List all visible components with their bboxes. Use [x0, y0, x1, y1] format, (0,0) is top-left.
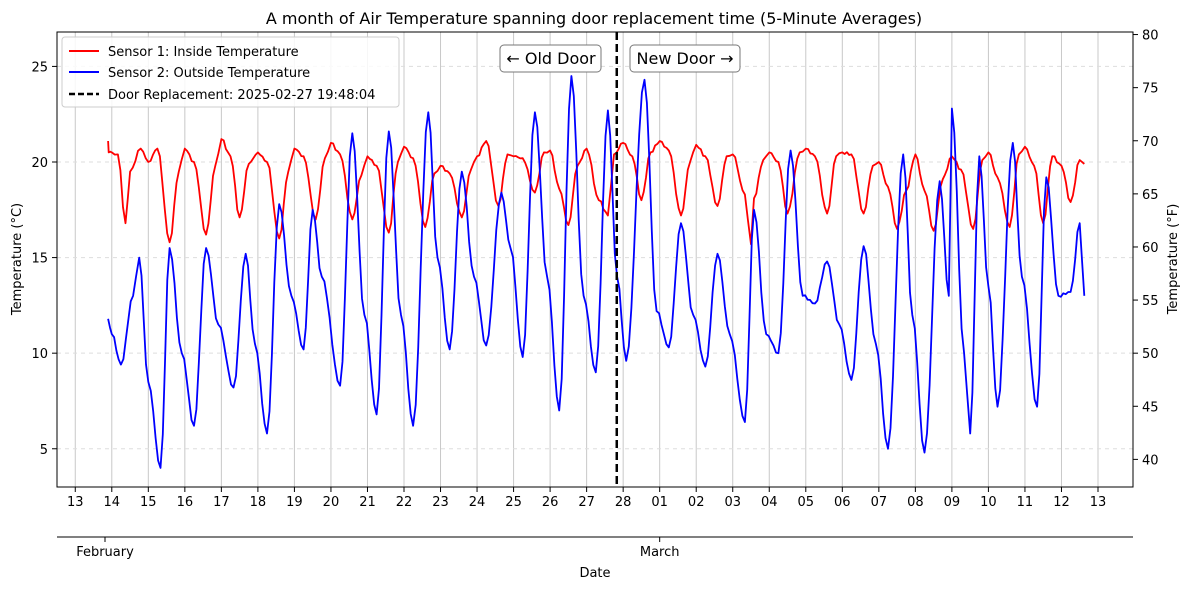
- y-tick-label-right: 50: [1142, 347, 1159, 362]
- legend-label-door: Door Replacement: 2025-02-27 19:48:04: [108, 88, 375, 103]
- x-tick-label: 02: [688, 495, 705, 510]
- x-tick-label: 28: [615, 495, 632, 510]
- x-tick-label: 20: [323, 495, 340, 510]
- x-tick-label: 17: [213, 495, 230, 510]
- x-tick-label: 14: [104, 495, 121, 510]
- x-axis: 13 14 15 16 17 18 19 20 21 22 23 24 25 26 27 28 01 02 03 04…: [67, 487, 1106, 510]
- y-tick-label-left: 25: [31, 60, 48, 75]
- annotation-new-door-text: New Door →: [637, 49, 734, 68]
- x-tick-label: 07: [871, 495, 888, 510]
- legend-label-inside: Sensor 1: Inside Temperature: [108, 45, 299, 60]
- x-tick-label: 04: [761, 495, 778, 510]
- y-tick-label-left: 20: [31, 156, 48, 171]
- x-tick-label: 25: [505, 495, 522, 510]
- y-tick-label-right: 75: [1142, 82, 1159, 97]
- x-tick-label: 26: [542, 495, 559, 510]
- x-tick-label: 10: [980, 495, 997, 510]
- annotation-old-door-box: [499, 44, 602, 73]
- y-tick-label-left: 10: [31, 347, 48, 362]
- x-tick-label: 24: [469, 495, 486, 510]
- x-tick-label: 01: [651, 495, 668, 510]
- x-tick-label: 13: [1090, 495, 1107, 510]
- x-axis-label: Date: [579, 566, 610, 581]
- x-tick-label: 21: [359, 495, 376, 510]
- x-tick-label: 12: [1053, 495, 1070, 510]
- legend: Sensor 1: Inside Temperature Sensor 2: O…: [61, 36, 400, 108]
- y-tick-label-right: 80: [1142, 29, 1159, 44]
- y-axis-left: 5 10 15 20 25: [31, 60, 57, 458]
- x-tick-label: 22: [396, 495, 413, 510]
- y-axis-label-left: Temperature (°C): [10, 203, 25, 316]
- x-tick-label: 19: [286, 495, 303, 510]
- x-tick-label: 15: [140, 495, 157, 510]
- y-tick-label-right: 40: [1142, 453, 1159, 468]
- x-tick-label: 03: [724, 495, 741, 510]
- legend-box: [61, 36, 400, 108]
- x-tick-label: 09: [944, 495, 961, 510]
- y-tick-label-left: 15: [31, 252, 48, 267]
- y-tick-label-right: 60: [1142, 241, 1159, 256]
- y-tick-label-right: 70: [1142, 135, 1159, 150]
- annotation-old-door-text: ← Old Door: [506, 49, 596, 68]
- x-tick-label: 11: [1017, 495, 1034, 510]
- month-axis: February March: [76, 537, 680, 560]
- y-tick-label-right: 45: [1142, 400, 1159, 415]
- y-axis-label-right: Temperature (°F): [1166, 204, 1181, 316]
- x-tick-label: 27: [578, 495, 595, 510]
- annotation-new-door-box: [629, 44, 741, 73]
- legend-label-outside: Sensor 2: Outside Temperature: [108, 66, 310, 81]
- x-tick-label: 16: [177, 495, 194, 510]
- y-tick-label-right: 65: [1142, 188, 1159, 203]
- y-axis-right: 40 45 50 55 60 65 70 75 80: [1133, 29, 1159, 468]
- series-layer: [107, 75, 1086, 469]
- x-tick-label: 18: [250, 495, 267, 510]
- y-tick-label-right: 55: [1142, 294, 1159, 309]
- annotation-new-door: New Door →: [629, 44, 741, 73]
- month-label: February: [76, 545, 134, 560]
- chart-title: A month of Air Temperature spanning door…: [266, 9, 922, 28]
- plot-frame: [56, 31, 1134, 488]
- x-tick-label: 08: [907, 495, 924, 510]
- series-line-outside: [107, 75, 1086, 469]
- x-tick-label: 23: [432, 495, 449, 510]
- series-line-inside: [107, 138, 1085, 246]
- y-tick-label-left: 5: [40, 443, 48, 458]
- annotation-old-door: ← Old Door: [499, 44, 602, 73]
- x-tick-label: 06: [834, 495, 851, 510]
- x-tick-label: 05: [798, 495, 815, 510]
- x-tick-label: 13: [67, 495, 84, 510]
- month-label: March: [640, 545, 680, 560]
